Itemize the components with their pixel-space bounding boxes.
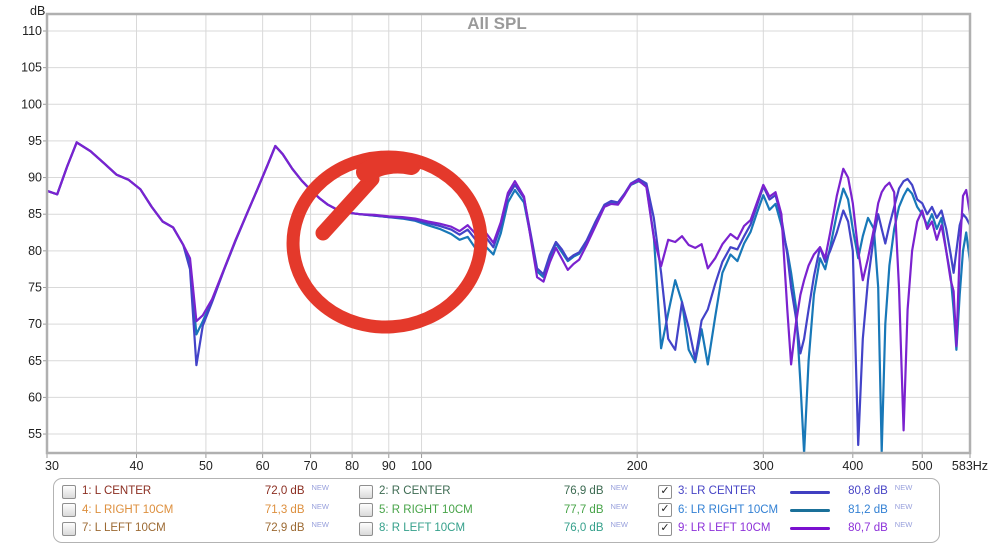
- checkbox[interactable]: [359, 521, 373, 536]
- legend-label: 7: L LEFT 10CM: [82, 522, 166, 535]
- svg-text:80: 80: [345, 459, 359, 473]
- legend-label: 2: R CENTER: [379, 485, 451, 498]
- new-badge: NEW: [894, 483, 913, 493]
- svg-text:55: 55: [28, 427, 42, 441]
- svg-text:90: 90: [382, 459, 396, 473]
- legend-item-3[interactable]: 3: LR CENTER 80,8 dB NEW: [658, 483, 932, 501]
- checkbox[interactable]: [62, 503, 76, 518]
- spl-chart: All SPL dB 110 105 100 95 90 85 80 75 70 65 60 55 30 40…: [21, 4, 988, 473]
- svg-text:100: 100: [411, 459, 432, 473]
- legend-swatch: [790, 508, 831, 512]
- legend-value: 72,9 dB: [264, 522, 305, 535]
- checkbox[interactable]: [658, 503, 672, 518]
- legend-value: 80,7 dB: [848, 522, 888, 535]
- gridlines: [47, 14, 970, 453]
- legend-value: 76,9 dB: [563, 485, 604, 498]
- legend-panel: 1: L CENTER 72,0 dB NEW 2: R CENTER 76,9…: [53, 478, 940, 543]
- new-badge: NEW: [311, 501, 330, 511]
- new-badge: NEW: [311, 520, 330, 530]
- y-axis-unit: dB: [30, 4, 45, 18]
- plot-border: [45, 12, 972, 455]
- svg-text:30: 30: [45, 459, 59, 473]
- legend-label: 4: L RIGHT 10CM: [82, 503, 174, 516]
- svg-text:583Hz: 583Hz: [952, 459, 988, 473]
- legend-value: 81,2 dB: [848, 503, 888, 516]
- legend-label: 8: R LEFT 10CM: [379, 522, 466, 535]
- checkbox[interactable]: [658, 485, 672, 500]
- legend-label: 9: LR LEFT 10CM: [678, 522, 771, 535]
- curve-lr-right-10cm: [47, 141, 970, 455]
- new-badge: NEW: [311, 483, 330, 493]
- curve-lr-center: [47, 141, 970, 447]
- legend-label: 3: LR CENTER: [678, 485, 756, 498]
- x-axis-labels: 30 40 50 60 70 80 90 100 200 300 400 500 583Hz: [45, 459, 988, 473]
- svg-text:70: 70: [28, 317, 42, 331]
- checkbox[interactable]: [658, 521, 672, 536]
- svg-text:95: 95: [28, 134, 42, 148]
- svg-text:75: 75: [28, 280, 42, 294]
- legend-swatch: [790, 527, 831, 531]
- svg-text:80: 80: [28, 244, 42, 258]
- spl-curves: [47, 141, 970, 455]
- svg-text:65: 65: [28, 354, 42, 368]
- svg-text:100: 100: [21, 97, 42, 111]
- legend-item-1[interactable]: 1: L CENTER 72,0 dB NEW: [62, 483, 355, 501]
- curve-lr-left-10cm: [47, 141, 970, 432]
- svg-text:105: 105: [21, 61, 42, 75]
- svg-text:70: 70: [304, 459, 318, 473]
- checkbox[interactable]: [62, 485, 76, 500]
- chart-title: All SPL: [467, 14, 527, 33]
- svg-text:60: 60: [256, 459, 270, 473]
- checkbox[interactable]: [359, 485, 373, 500]
- legend-value: 71,3 dB: [264, 503, 305, 516]
- legend-value: 72,0 dB: [264, 485, 305, 498]
- legend-item-8[interactable]: 8: R LEFT 10CM 76,0 dB NEW: [359, 520, 654, 538]
- checkbox[interactable]: [359, 503, 373, 518]
- legend-swatch: [790, 490, 831, 494]
- legend-item-7[interactable]: 7: L LEFT 10CM 72,9 dB NEW: [62, 520, 355, 538]
- legend-value: 80,8 dB: [848, 485, 888, 498]
- legend-label: 1: L CENTER: [82, 485, 152, 498]
- svg-text:400: 400: [842, 459, 863, 473]
- svg-text:200: 200: [627, 459, 648, 473]
- svg-text:50: 50: [199, 459, 213, 473]
- svg-text:85: 85: [28, 207, 42, 221]
- legend-value: 76,0 dB: [563, 522, 604, 535]
- new-badge: NEW: [610, 501, 629, 511]
- new-badge: NEW: [610, 483, 629, 493]
- svg-text:300: 300: [753, 459, 774, 473]
- legend-label: 6: LR RIGHT 10CM: [678, 503, 779, 516]
- svg-text:110: 110: [22, 24, 42, 38]
- legend-item-6[interactable]: 6: LR RIGHT 10CM 81,2 dB NEW: [658, 501, 932, 519]
- svg-text:40: 40: [130, 459, 144, 473]
- legend-item-9[interactable]: 9: LR LEFT 10CM 80,7 dB NEW: [658, 520, 932, 538]
- checkbox[interactable]: [62, 521, 76, 536]
- svg-text:500: 500: [912, 459, 933, 473]
- y-axis-labels: 110 105 100 95 90 85 80 75 70 65 60 55: [21, 24, 42, 441]
- legend-item-2[interactable]: 2: R CENTER 76,9 dB NEW: [359, 483, 654, 501]
- svg-text:60: 60: [28, 390, 42, 404]
- chart-canvas: All SPL dB 110 105 100 95 90 85 80 75 70 65 60 55 30 40…: [21, 4, 988, 473]
- new-badge: NEW: [894, 520, 913, 530]
- legend-item-5[interactable]: 5: R RIGHT 10CM 77,7 dB NEW: [359, 501, 654, 519]
- legend-item-4[interactable]: 4: L RIGHT 10CM 71,3 dB NEW: [62, 501, 355, 519]
- red-circle-annotation: [286, 150, 488, 334]
- legend-label: 5: R RIGHT 10CM: [379, 503, 473, 516]
- legend-value: 77,7 dB: [563, 503, 604, 516]
- new-badge: NEW: [894, 501, 913, 511]
- new-badge: NEW: [610, 520, 629, 530]
- svg-text:90: 90: [28, 171, 42, 185]
